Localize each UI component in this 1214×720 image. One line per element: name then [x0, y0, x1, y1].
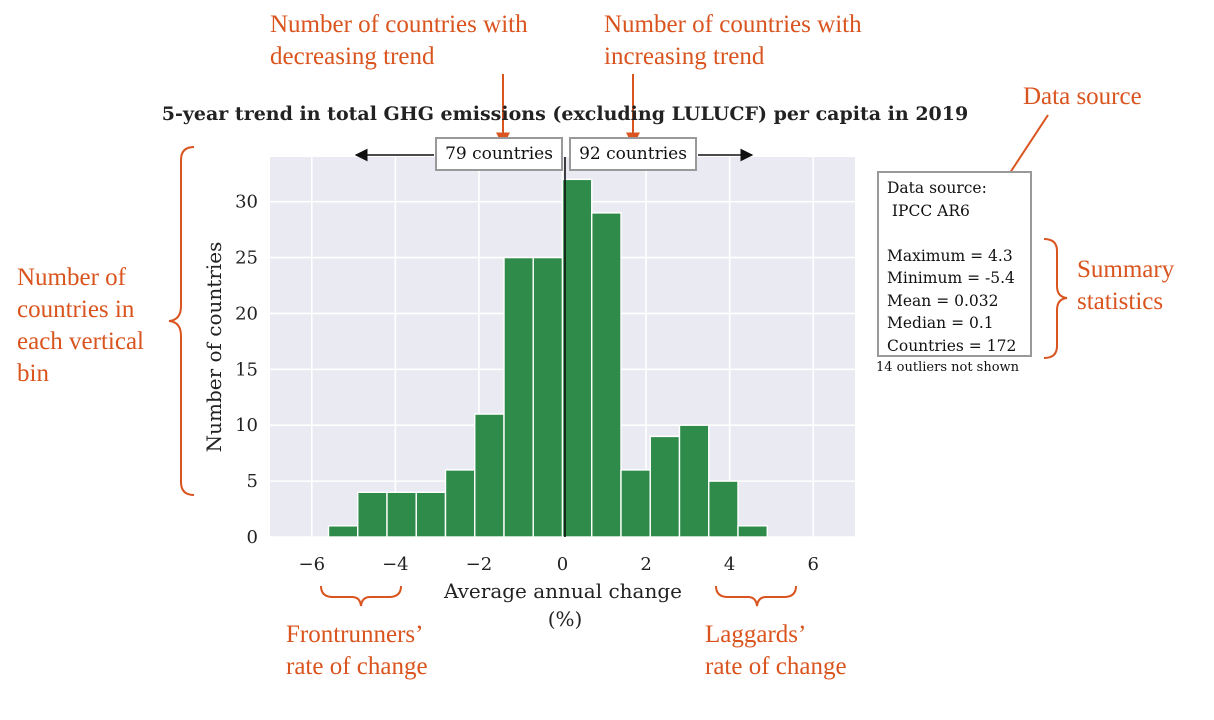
histogram-bar	[678, 424, 710, 538]
summary-statistics-annotation: Summary statistics	[1077, 256, 1175, 315]
histogram-bar	[415, 491, 447, 538]
decreasing-count-box: 79 countries	[435, 137, 563, 171]
histogram-bar	[620, 469, 651, 538]
data-source-label: Data source:	[887, 179, 987, 197]
stat-maximum: Maximum = 4.3	[887, 246, 1013, 265]
histogram-bar	[532, 256, 564, 538]
laggards-annotation: Laggards’ rate of change	[705, 621, 847, 680]
histogram-bar	[649, 435, 681, 538]
increasing-count-box: 92 countries	[569, 137, 697, 171]
histogram-bar	[357, 491, 388, 538]
stat-countries: Countries = 172	[887, 336, 1017, 355]
frontrunners-annotation: Frontrunners’ rate of change	[286, 621, 428, 680]
y-tick-label: 15	[235, 359, 258, 380]
frontrunners-brace	[320, 585, 402, 607]
laggards-brace	[715, 585, 797, 607]
data-source-annotation: Data source	[1023, 83, 1142, 110]
y-tick-label: 30	[235, 192, 258, 213]
histogram-bar	[708, 480, 739, 538]
x-tick-label: −4	[382, 554, 409, 575]
x-tick-label: 4	[724, 554, 735, 575]
y-tick-label: 5	[247, 471, 258, 492]
x-tick-label: 0	[557, 554, 568, 575]
y-axis-label: Number of countries	[202, 242, 226, 453]
histogram-bar	[444, 469, 476, 538]
stat-minimum: Minimum = -5.4	[887, 269, 1015, 287]
x-axis-label-line2: (%)	[548, 607, 583, 631]
x-tick-labels: −6 −4 −2 0 2 4 6	[299, 554, 819, 575]
summary-stats-brace	[1043, 238, 1068, 359]
x-tick-label: 2	[640, 554, 651, 575]
x-tick-label: −6	[299, 554, 326, 575]
histogram-bar	[503, 256, 534, 538]
histogram-bar	[386, 491, 417, 538]
chart-title: 5-year trend in total GHG emissions (exc…	[161, 103, 969, 125]
histogram-bars	[327, 178, 768, 538]
x-tick-label: −2	[466, 554, 493, 575]
outliers-note: 14 outliers not shown	[876, 360, 1020, 375]
bin-count-annotation: Number of countries in each vertical bin	[17, 264, 144, 387]
y-tick-label: 25	[235, 248, 258, 269]
histogram-bar	[327, 525, 359, 538]
x-axis-label-line1: Average annual change	[443, 579, 682, 603]
y-tick-label: 10	[235, 415, 258, 436]
histogram-bar	[474, 413, 505, 538]
decreasing-annotation: Number of countries with decreasing tren…	[270, 11, 528, 70]
bin-count-brace	[168, 146, 195, 496]
x-tick-label: 6	[807, 554, 818, 575]
increasing-annotation: Number of countries with increasing tren…	[604, 11, 862, 70]
stat-median: Median = 0.1	[887, 314, 994, 332]
y-tick-label: 0	[247, 527, 258, 548]
y-tick-labels: 0 5 10 15 20 25 30	[235, 192, 258, 548]
histogram-bar	[591, 212, 622, 538]
y-tick-label: 20	[235, 303, 258, 324]
histogram-bar	[737, 525, 768, 538]
spacer	[887, 222, 1022, 245]
histogram-bar	[561, 178, 593, 538]
summary-stats-box: Data source: IPCC AR6 Maximum = 4.3 Mini…	[877, 171, 1032, 357]
stat-mean: Mean = 0.032	[887, 291, 999, 310]
data-source-value: IPCC AR6	[887, 201, 970, 220]
